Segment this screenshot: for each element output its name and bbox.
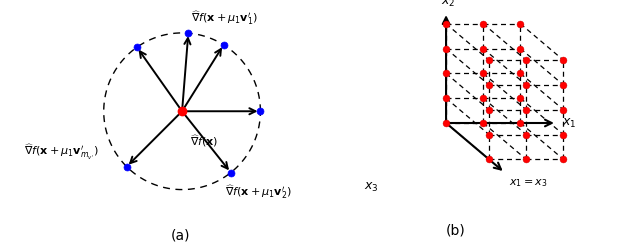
Text: $x_1$: $x_1$ <box>562 116 576 130</box>
Text: $x_3$: $x_3$ <box>364 181 378 194</box>
Text: $\widehat{\nabla}f(\mathbf{x})$: $\widehat{\nabla}f(\mathbf{x})$ <box>190 133 218 149</box>
Text: (b): (b) <box>446 223 466 237</box>
Text: $x_2$: $x_2$ <box>441 0 455 9</box>
Text: $x_1=x_3$: $x_1=x_3$ <box>509 177 547 188</box>
Text: $\widehat{\nabla}f(\mathbf{x}+\mu_1\mathbf{v}^\prime_{m_{v^\prime}})$: $\widehat{\nabla}f(\mathbf{x}+\mu_1\math… <box>24 142 99 162</box>
Text: $\widehat{\nabla}f(\mathbf{x}+\mu_1\mathbf{v}^\prime_1)$: $\widehat{\nabla}f(\mathbf{x}+\mu_1\math… <box>191 9 259 27</box>
Text: $\widehat{\nabla}f(\mathbf{x}+\mu_1\mathbf{v}^\prime_2)$: $\widehat{\nabla}f(\mathbf{x}+\mu_1\math… <box>225 183 292 201</box>
Text: (a): (a) <box>171 229 190 243</box>
